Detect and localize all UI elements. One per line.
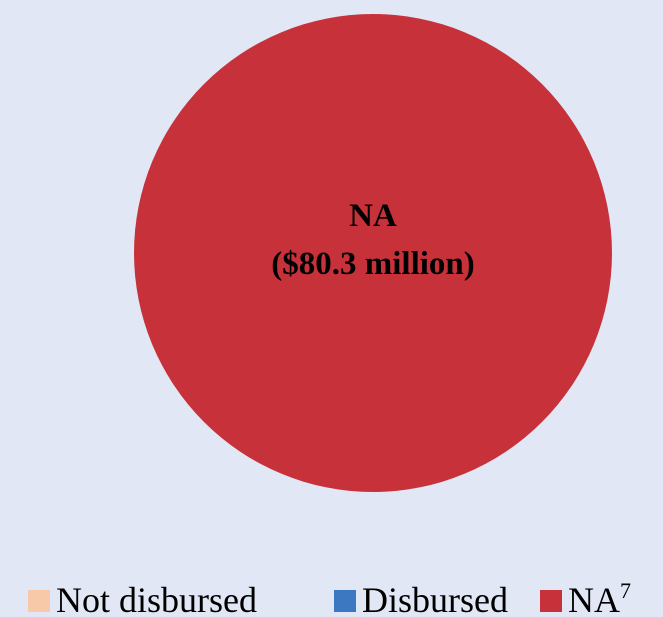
slice-label-name: NA <box>349 198 397 234</box>
pie-slice-na <box>134 14 612 492</box>
legend-label-na-superscript: 7 <box>620 578 631 603</box>
legend-swatch-disbursed <box>334 590 356 612</box>
slice-labels: NA ($80.3 million) <box>271 198 475 282</box>
legend-swatch-na <box>540 590 562 612</box>
legend-item-na: NA7 <box>540 578 631 617</box>
slice-label-value: ($80.3 million) <box>271 246 475 282</box>
legend-label-na-text: NA <box>568 580 620 617</box>
legend: Not disbursed Disbursed NA7 <box>28 578 631 617</box>
legend-label-na: NA7 <box>568 578 631 617</box>
legend-item-disbursed: Disbursed <box>334 580 508 617</box>
legend-label-not-disbursed: Not disbursed <box>56 580 257 617</box>
legend-item-not-disbursed: Not disbursed <box>28 580 257 617</box>
pie-slices <box>134 14 612 492</box>
legend-label-disbursed: Disbursed <box>362 580 508 617</box>
legend-swatch-not-disbursed <box>28 590 50 612</box>
